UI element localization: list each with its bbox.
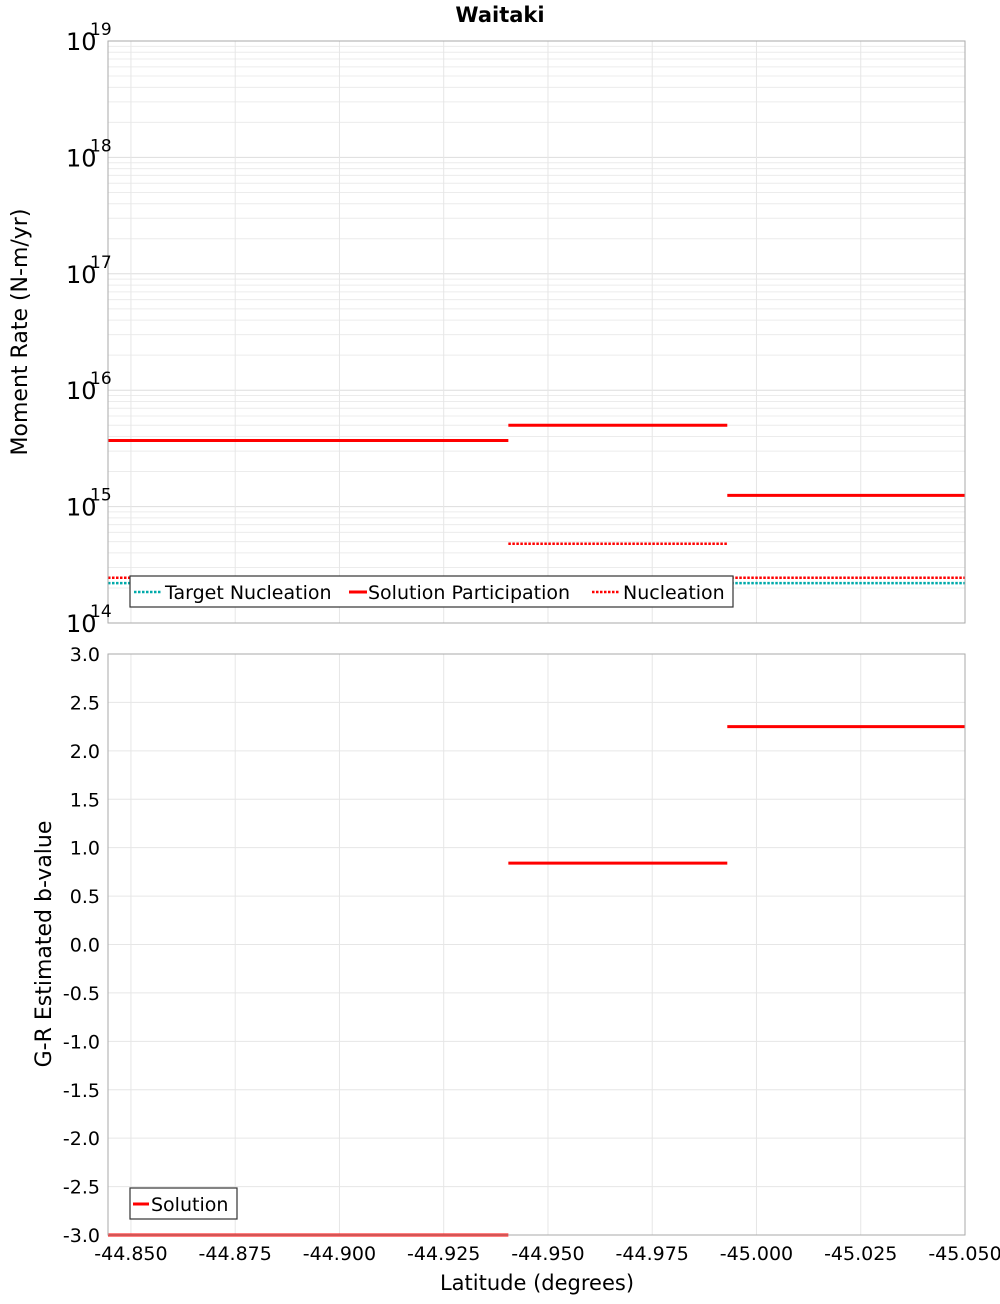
plot-frame (107, 653, 966, 1236)
y-tick-exponent: 18 (90, 136, 112, 156)
plot-background (108, 41, 965, 623)
x-tick-label: -44.900 (303, 1243, 376, 1265)
legend-label: Target Nucleation (164, 582, 332, 604)
legend: Solution (129, 1187, 238, 1220)
y-tick-label: -1.5 (63, 1080, 100, 1102)
plot-frame (107, 40, 966, 624)
y-axis-label: G-R Estimated b-value (32, 821, 57, 1068)
y-tick-label: -0.5 (63, 983, 100, 1005)
legend-box (129, 575, 734, 608)
y-tick-label: -2.0 (63, 1128, 100, 1150)
y-tick-label: 2.0 (70, 741, 100, 763)
y-axis-label: Moment Rate (N-m/yr) (8, 209, 33, 456)
y-tick-label: 0.5 (70, 886, 100, 908)
y-tick-label: -3.0 (63, 1225, 100, 1247)
y-tick-label: 10 (66, 28, 97, 56)
x-tick-label: -45.050 (928, 1243, 1000, 1265)
legend-label: Solution (151, 1194, 228, 1216)
x-tick-label: -45.025 (824, 1243, 897, 1265)
y-tick-label: 1.5 (70, 789, 100, 811)
y-tick-label: -1.0 (63, 1031, 100, 1053)
x-axis-label: Latitude (degrees) (440, 1271, 634, 1295)
legend: Target Nucleation Solution Participation N… (129, 575, 734, 608)
x-tick-label: -44.950 (511, 1243, 584, 1265)
y-tick-exponent: 19 (90, 20, 112, 40)
legend-label: Nucleation (623, 582, 725, 604)
y-tick-label: 10 (66, 610, 97, 638)
x-tick-label: -44.925 (407, 1243, 480, 1265)
y-tick-label: 2.5 (70, 692, 100, 714)
x-tick-label: -44.850 (94, 1243, 167, 1265)
y-tick-exponent: 14 (90, 602, 112, 622)
y-tick-label: 10 (66, 261, 97, 289)
y-tick-exponent: 15 (90, 486, 112, 506)
legend-label: Solution Participation (368, 582, 570, 604)
y-tick-exponent: 17 (90, 253, 112, 273)
x-tick-label: -45.000 (720, 1243, 793, 1265)
y-tick-label: 10 (66, 144, 97, 172)
x-tick-label: -44.975 (616, 1243, 689, 1265)
y-tick-exponent: 16 (90, 369, 112, 389)
y-tick-label: 1.0 (70, 838, 100, 860)
b-value-plot: 3.0 2.5 2.0 1.5 1.0 0.5 0.0 -0.5 -1.0 -1.5 -2.0 -2.… (32, 644, 1000, 1265)
y-tick-label: 0.0 (70, 935, 100, 957)
y-tick-label: -2.5 (63, 1177, 100, 1199)
x-tick-label: -44.875 (199, 1243, 272, 1265)
y-tick-label: 3.0 (70, 644, 100, 666)
y-tick-label: 10 (66, 494, 97, 522)
chart-title: Waitaki (455, 3, 544, 27)
y-tick-label: 10 (66, 377, 97, 405)
